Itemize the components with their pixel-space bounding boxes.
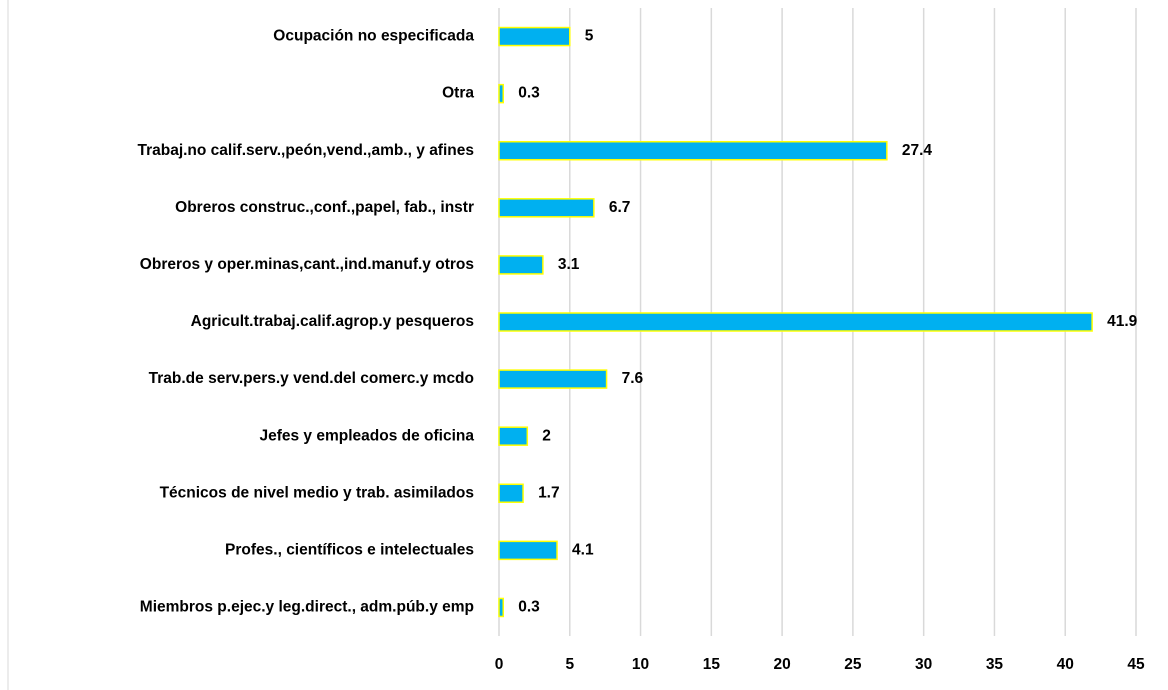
bar [498,426,529,446]
bar [498,255,544,275]
x-tick-label: 5 [565,656,574,673]
value-label: 5 [585,28,594,45]
bar [498,540,558,561]
bar [498,26,571,47]
category-label: Jefes y empleados de oficina [259,427,474,444]
value-label: 0.3 [518,85,540,102]
bar [498,312,1093,332]
category-label: Técnicos de nivel medio y trab. asimilad… [160,484,474,501]
value-label: 7.6 [622,370,644,387]
value-label: 4.1 [572,541,594,558]
x-tick-label: 35 [986,656,1004,673]
bar [498,83,504,104]
value-label: 0.3 [518,599,540,616]
bar [498,140,888,161]
x-tick-label: 20 [773,656,790,673]
category-label: Obreros construc.,conf.,papel, fab., ins… [175,199,474,216]
category-label: Trab.de serv.pers.y vend.del comerc.y mc… [149,370,474,387]
category-label: Ocupación no especificada [273,28,474,45]
x-tick-label: 10 [632,656,649,673]
bar [498,597,504,618]
category-label: Otra [442,85,474,102]
value-label: 2 [542,427,551,444]
x-tick-label: 30 [915,656,932,673]
category-label: Profes., científicos e intelectuales [225,541,474,558]
x-tick-label: 15 [703,656,721,673]
category-label: Obreros y oper.minas,cant.,ind.manuf.y o… [140,256,474,273]
x-tick-label: 0 [495,656,504,673]
x-tick-label: 25 [844,656,862,673]
category-label: Miembros p.ejec.y leg.direct., adm.púb.y… [140,599,474,616]
category-label: Agricult.trabaj.calif.agrop.y pesqueros [191,313,474,330]
value-label: 6.7 [609,199,631,216]
value-label: 1.7 [538,484,560,501]
bar [498,483,524,504]
value-label: 3.1 [558,256,580,273]
bar [498,369,608,389]
value-label: 27.4 [902,142,933,159]
x-tick-label: 40 [1057,656,1074,673]
category-label: Trabaj.no calif.serv.,peón,vend.,amb., y… [137,142,474,159]
x-tick-label: 45 [1127,656,1145,673]
bar [498,198,595,218]
value-label: 41.9 [1107,313,1138,330]
